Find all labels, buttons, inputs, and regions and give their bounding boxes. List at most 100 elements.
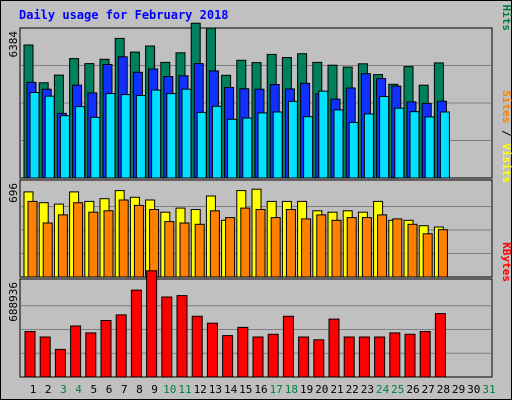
bar-hits-pages-day-26	[409, 111, 420, 179]
bar-visits-sites-day-18	[285, 209, 296, 278]
bar-kbytes-kbytes-day-4	[70, 325, 82, 378]
bar-visits-sites-day-19	[301, 218, 312, 278]
bar-hits-pages-day-25	[394, 107, 405, 179]
bar-visits-sites-day-27	[422, 233, 433, 278]
bar-hits-pages-day-8	[135, 95, 146, 179]
bar-hits-pages-day-7	[120, 94, 131, 179]
legend-separator: /	[500, 123, 512, 143]
bar-hits-pages-day-17	[272, 111, 283, 179]
bar-kbytes-kbytes-day-9	[146, 270, 158, 378]
bar-kbytes-kbytes-day-18	[282, 315, 294, 378]
scale-label-visits: 696	[7, 183, 20, 203]
bar-visits-sites-day-16	[255, 209, 266, 278]
bar-visits-sites-day-25	[392, 218, 403, 278]
bar-kbytes-kbytes-day-6	[100, 320, 112, 378]
scale-label-kbytes: 688936	[7, 282, 20, 322]
bar-kbytes-kbytes-day-19	[298, 336, 310, 378]
bar-hits-pages-day-23	[363, 113, 374, 179]
bar-kbytes-kbytes-day-26	[404, 333, 416, 378]
bar-hits-pages-day-16	[257, 112, 268, 179]
bar-visits-sites-day-11	[179, 222, 190, 278]
day-label-14: 14	[224, 383, 238, 396]
day-label-6: 6	[106, 383, 113, 396]
day-label-13: 13	[209, 383, 222, 396]
bar-hits-pages-day-15	[242, 117, 253, 179]
day-label-27: 27	[422, 383, 435, 396]
day-label-26: 26	[406, 383, 419, 396]
chart-title: Daily usage for February 2018	[19, 8, 229, 22]
bar-hits-pages-day-6	[105, 93, 116, 179]
day-label-28: 28	[437, 383, 450, 396]
bar-kbytes-kbytes-day-11	[176, 295, 188, 378]
day-label-12: 12	[194, 383, 207, 396]
legend-visits: Sites / Visits	[500, 90, 512, 183]
day-label-9: 9	[151, 383, 158, 396]
bar-visits-sites-day-14	[225, 217, 236, 278]
bar-kbytes-kbytes-day-8	[130, 289, 142, 378]
bar-visits-sites-day-1	[27, 200, 38, 278]
legend-kbytes: KBytes	[500, 242, 512, 282]
bar-hits-pages-day-2	[44, 95, 55, 179]
bar-hits-pages-day-13	[211, 105, 222, 179]
legend-hits: Pages / Files / Hits	[500, 0, 512, 31]
day-label-5: 5	[90, 383, 97, 396]
day-label-11: 11	[178, 383, 191, 396]
bar-hits-pages-day-1	[29, 92, 40, 179]
bar-visits-sites-day-13	[209, 210, 220, 278]
bar-kbytes-kbytes-day-27	[419, 331, 431, 378]
legend-sites: Sites	[500, 90, 512, 123]
day-label-3: 3	[60, 383, 67, 396]
bar-hits-pages-day-28	[439, 111, 450, 179]
day-label-20: 20	[315, 383, 328, 396]
bar-hits-pages-day-21	[333, 109, 344, 179]
bar-visits-sites-day-23	[361, 217, 372, 278]
day-label-2: 2	[45, 383, 52, 396]
bar-kbytes-kbytes-day-1	[24, 331, 36, 378]
day-label-10: 10	[163, 383, 176, 396]
bar-hits-pages-day-24	[379, 96, 390, 179]
legend-visits: Visits	[500, 143, 512, 183]
bar-kbytes-kbytes-day-13	[206, 322, 218, 378]
bar-hits-pages-day-14	[227, 118, 238, 179]
bar-hits-pages-day-9	[151, 89, 162, 179]
bar-kbytes-kbytes-day-3	[54, 348, 66, 378]
day-label-21: 21	[330, 383, 343, 396]
day-label-23: 23	[361, 383, 374, 396]
bar-hits-pages-day-12	[196, 111, 207, 179]
bar-visits-sites-day-3	[57, 214, 68, 278]
bar-hits-pages-day-19	[303, 116, 314, 179]
bar-kbytes-kbytes-day-21	[328, 318, 340, 378]
bar-kbytes-kbytes-day-23	[358, 336, 370, 378]
bar-visits-sites-day-8	[133, 204, 144, 278]
day-label-19: 19	[300, 383, 313, 396]
bar-kbytes-kbytes-day-20	[313, 339, 325, 378]
bar-kbytes-kbytes-day-15	[237, 326, 249, 378]
bar-visits-sites-day-17	[270, 217, 281, 278]
legend-separator: /	[500, 0, 512, 5]
day-label-22: 22	[346, 383, 359, 396]
bar-kbytes-kbytes-day-7	[115, 314, 127, 378]
legend-kbytes: KBytes	[500, 242, 512, 282]
bar-kbytes-kbytes-day-25	[389, 332, 401, 378]
day-label-29: 29	[452, 383, 465, 396]
bar-layer	[21, 22, 491, 378]
day-label-17: 17	[270, 383, 283, 396]
bar-hits-pages-day-4	[75, 106, 86, 179]
bar-hits-pages-day-10	[166, 93, 177, 179]
bar-kbytes-kbytes-day-24	[374, 336, 386, 378]
bar-kbytes-kbytes-day-22	[343, 336, 355, 378]
day-label-1: 1	[30, 383, 37, 396]
bar-visits-sites-day-24	[377, 214, 388, 278]
bar-visits-sites-day-20	[316, 214, 327, 278]
day-label-8: 8	[136, 383, 143, 396]
bar-hits-pages-day-11	[181, 88, 192, 179]
bar-visits-sites-day-4	[73, 202, 84, 278]
bar-hits-pages-day-5	[90, 116, 101, 179]
day-label-24: 24	[376, 383, 390, 396]
bar-visits-sites-day-7	[118, 199, 129, 278]
bar-visits-sites-day-10	[164, 221, 175, 278]
bar-kbytes-kbytes-day-2	[39, 336, 51, 378]
bar-kbytes-kbytes-day-14	[222, 335, 234, 378]
